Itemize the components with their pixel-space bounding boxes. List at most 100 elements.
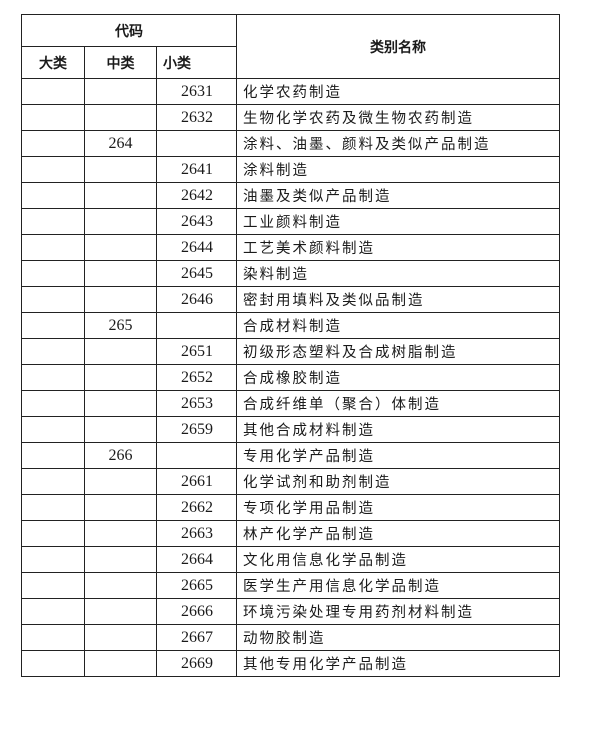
category-name-cell: 生物化学农药及微生物农药制造 <box>236 104 560 131</box>
header-category-name: 类别名称 <box>236 14 560 79</box>
major-code-cell <box>21 546 85 573</box>
header-code-group: 代码 <box>20 14 238 47</box>
major-code-cell <box>21 234 85 261</box>
medium-code-cell <box>84 390 157 417</box>
medium-code-cell <box>84 208 157 235</box>
category-name-cell: 油墨及类似产品制造 <box>236 182 560 209</box>
major-code-cell <box>21 364 85 391</box>
minor-code-cell: 2632 <box>155 104 238 131</box>
minor-code-cell: 2663 <box>155 520 238 547</box>
major-code-cell <box>21 390 85 417</box>
category-name-cell: 专项化学用品制造 <box>236 494 560 521</box>
medium-code-cell <box>84 104 157 131</box>
table-body: 2631 化学农药制造 2632 生物化学农药及微生物农药制造 264 涂料、油墨、颜料及… <box>21 78 560 677</box>
table-row: 266 专用化学产品制造 <box>21 442 560 469</box>
category-name-cell: 密封用填料及类似品制造 <box>236 286 560 313</box>
table-row: 2662 专项化学用品制造 <box>21 494 560 521</box>
header-major: 大类 <box>21 46 85 79</box>
category-name-cell: 合成橡胶制造 <box>236 364 560 391</box>
table-row: 2667 动物胶制造 <box>21 624 560 651</box>
table-row: 2642 油墨及类似产品制造 <box>21 182 560 209</box>
table-row: 2653 合成纤维单（聚合）体制造 <box>21 390 560 417</box>
category-name-cell: 初级形态塑料及合成树脂制造 <box>236 338 560 365</box>
medium-code-cell <box>84 364 157 391</box>
table-row: 2631 化学农药制造 <box>21 78 560 105</box>
category-name-cell: 化学农药制造 <box>236 78 560 105</box>
minor-code-cell <box>155 130 238 157</box>
category-name-cell: 合成纤维单（聚合）体制造 <box>236 390 560 417</box>
major-code-cell <box>21 494 85 521</box>
minor-code-cell: 2641 <box>155 156 238 183</box>
minor-code-cell <box>155 442 238 469</box>
minor-code-cell: 2659 <box>155 416 238 443</box>
minor-code-cell: 2664 <box>155 546 238 573</box>
major-code-cell <box>21 624 85 651</box>
medium-code-cell <box>84 78 157 105</box>
table-row: 2645 染料制造 <box>21 260 560 287</box>
medium-code-cell <box>84 598 157 625</box>
table-row: 2644 工艺美术颜料制造 <box>21 234 560 261</box>
category-name-cell: 环境污染处理专用药剂材料制造 <box>236 598 560 625</box>
medium-code-cell <box>84 156 157 183</box>
medium-code-cell <box>84 546 157 573</box>
major-code-cell <box>21 572 85 599</box>
medium-code-cell: 266 <box>84 442 157 469</box>
medium-code-cell <box>84 286 157 313</box>
category-name-cell: 工业颜料制造 <box>236 208 560 235</box>
table-row: 2652 合成橡胶制造 <box>21 364 560 391</box>
table-row: 2666 环境污染处理专用药剂材料制造 <box>21 598 560 625</box>
major-code-cell <box>21 416 85 443</box>
table-row: 265 合成材料制造 <box>21 312 560 339</box>
major-code-cell <box>21 260 85 287</box>
minor-code-cell <box>155 312 238 339</box>
category-name-cell: 动物胶制造 <box>236 624 560 651</box>
minor-code-cell: 2643 <box>155 208 238 235</box>
minor-code-cell: 2631 <box>155 78 238 105</box>
header-minor: 小类 <box>155 46 238 79</box>
medium-code-cell <box>84 260 157 287</box>
major-code-cell <box>21 208 85 235</box>
table-row: 2646 密封用填料及类似品制造 <box>21 286 560 313</box>
medium-code-cell <box>84 338 157 365</box>
major-code-cell <box>21 338 85 365</box>
minor-code-cell: 2662 <box>155 494 238 521</box>
minor-code-cell: 2653 <box>155 390 238 417</box>
category-name-cell: 医学生产用信息化学品制造 <box>236 572 560 599</box>
major-code-cell <box>21 156 85 183</box>
major-code-cell <box>21 650 85 677</box>
table-row: 2641 涂料制造 <box>21 156 560 183</box>
major-code-cell <box>21 312 85 339</box>
medium-code-cell <box>84 234 157 261</box>
minor-code-cell: 2651 <box>155 338 238 365</box>
category-name-cell: 合成材料制造 <box>236 312 560 339</box>
category-name-cell: 专用化学产品制造 <box>236 442 560 469</box>
medium-code-cell <box>84 416 157 443</box>
category-name-cell: 其他专用化学产品制造 <box>236 650 560 677</box>
category-name-cell: 工艺美术颜料制造 <box>236 234 560 261</box>
category-name-cell: 涂料制造 <box>236 156 560 183</box>
table-row: 2651 初级形态塑料及合成树脂制造 <box>21 338 560 365</box>
medium-code-cell: 264 <box>84 130 157 157</box>
major-code-cell <box>21 520 85 547</box>
table-row: 2665 医学生产用信息化学品制造 <box>21 572 560 599</box>
medium-code-cell <box>84 520 157 547</box>
major-code-cell <box>21 182 85 209</box>
category-name-cell: 涂料、油墨、颜料及类似产品制造 <box>236 130 560 157</box>
table-row: 2632 生物化学农药及微生物农药制造 <box>21 104 560 131</box>
industry-classification-table: 代码 类别名称 大类 中类 小类 2631 化学农药制造 2632 生物化学农药及微生… <box>20 14 560 677</box>
major-code-cell <box>21 78 85 105</box>
table-row: 2664 文化用信息化学品制造 <box>21 546 560 573</box>
minor-code-cell: 2646 <box>155 286 238 313</box>
minor-code-cell: 2661 <box>155 468 238 495</box>
minor-code-cell: 2644 <box>155 234 238 261</box>
table-row: 264 涂料、油墨、颜料及类似产品制造 <box>21 130 560 157</box>
medium-code-cell: 265 <box>84 312 157 339</box>
medium-code-cell <box>84 624 157 651</box>
major-code-cell <box>21 130 85 157</box>
minor-code-cell: 2642 <box>155 182 238 209</box>
table-row: 2663 林产化学产品制造 <box>21 520 560 547</box>
medium-code-cell <box>84 494 157 521</box>
minor-code-cell: 2669 <box>155 650 238 677</box>
category-name-cell: 林产化学产品制造 <box>236 520 560 547</box>
medium-code-cell <box>84 572 157 599</box>
